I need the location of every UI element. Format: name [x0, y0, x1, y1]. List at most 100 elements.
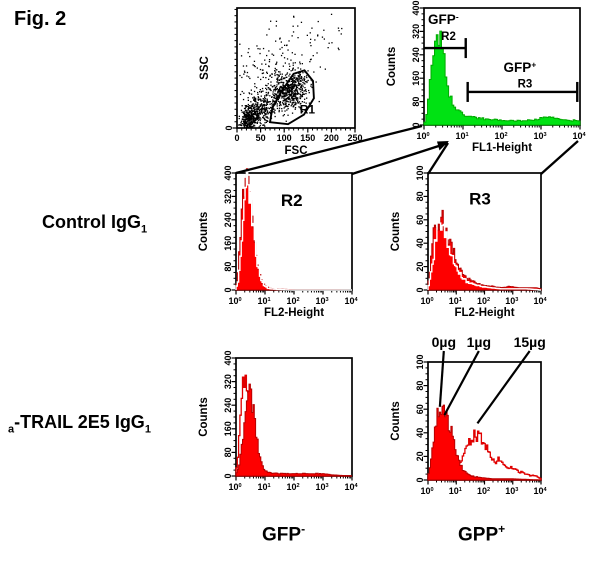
- svg-text:150: 150: [300, 133, 315, 143]
- annotation-text: R2: [441, 31, 456, 43]
- dose-label: 15µg: [514, 334, 546, 350]
- scatter-points: [238, 13, 343, 129]
- annotation-text: 104: [572, 131, 586, 141]
- y-axis-label: Counts: [198, 212, 210, 252]
- svg-text:240: 240: [223, 398, 233, 413]
- annotation-text: 104: [533, 296, 547, 306]
- svg-text:320: 320: [223, 374, 233, 389]
- x-axis-label: FL1-Height: [472, 142, 532, 154]
- svg-text:80: 80: [415, 191, 425, 201]
- svg-text:80: 80: [415, 381, 425, 391]
- annotation-text: 104: [344, 296, 358, 306]
- panel-fl1-gfp-histogram: 100 101 102 103 104 0 80 160 240 320 400 FL1-Height…: [383, 0, 600, 160]
- annotation-text: 101: [455, 131, 468, 141]
- svg-text:60: 60: [415, 404, 425, 414]
- y-axis: 0: [224, 8, 237, 131]
- svg-text:40: 40: [415, 428, 425, 438]
- svg-text:400: 400: [411, 0, 421, 15]
- svg-text:0: 0: [415, 477, 425, 482]
- svg-text:0: 0: [223, 473, 233, 478]
- histogram-overlay-line: [427, 214, 541, 291]
- x-axis: 100 101 102 103 104: [420, 290, 547, 306]
- row3-sub: 1: [144, 423, 151, 436]
- annotation-text: R3: [518, 79, 533, 91]
- panel-trail-gfpneg: 100 101 102 103 104 0 80 160 240 320 400 Counts: [190, 346, 375, 496]
- annotation-text: 100: [420, 296, 433, 306]
- y-axis-label: Counts: [390, 212, 402, 252]
- svg-text:80: 80: [411, 97, 421, 107]
- fl1-gfp-histogram-plot: 100 101 102 103 104 0 80 160 240 320 400 FL1-Height…: [386, 0, 586, 154]
- annotation-text: 102: [494, 131, 507, 141]
- annotation-text: 100: [228, 482, 241, 492]
- figure-label: Fig. 2: [14, 8, 67, 30]
- dose-leader-line: [443, 350, 480, 416]
- svg-text:100: 100: [277, 133, 292, 143]
- svg-text:80: 80: [223, 447, 233, 457]
- column-label-gfp-negative: GFP-: [262, 522, 305, 546]
- y-axis: 0 20 40 60 80 100: [415, 354, 428, 483]
- x-axis: 100 101 102 103 104: [416, 125, 586, 141]
- y-axis-label: Counts: [390, 401, 402, 441]
- col-left-sup: -: [301, 522, 306, 536]
- annotation-text: 100: [416, 131, 429, 141]
- annotation-text: 100: [228, 296, 241, 306]
- y-axis: 0 80 160 240 320 400: [411, 0, 424, 128]
- y-axis: 0 80 160 240 320 400: [223, 165, 236, 293]
- control-gfpneg-histogram-plot: 100 101 102 103 104 0 80 160 240 320 400 FL2-Height…: [198, 165, 358, 319]
- histogram-overlay-line: [235, 170, 352, 291]
- y-axis: 0 20 40 60 80 100: [415, 165, 428, 293]
- svg-text:160: 160: [223, 421, 233, 436]
- row-label-atrail-igg1: a-TRAIL 2E5 IgG1: [8, 412, 151, 436]
- row2-sub: 1: [140, 223, 148, 236]
- svg-text:40: 40: [415, 238, 425, 248]
- dose-leader-line: [438, 350, 445, 407]
- control-gfppos-histogram-plot: 100 101 102 103 104 0 20 40 60 80 100 FL2-Height Cou…: [390, 165, 547, 319]
- col-left-main: GFP: [262, 524, 302, 546]
- svg-text:0: 0: [411, 122, 421, 127]
- dose-label: 1µg: [467, 334, 491, 350]
- svg-text:160: 160: [223, 236, 233, 251]
- svg-text:320: 320: [223, 189, 233, 204]
- svg-text:400: 400: [223, 350, 233, 365]
- svg-text:0: 0: [224, 125, 234, 130]
- svg-text:160: 160: [411, 71, 421, 86]
- panel-trail-gfppos: 100 101 102 103 104 0 20 40 60 80 100 Counts 0µg 1µg 1…: [383, 325, 558, 497]
- panel-control-gfpneg: 100 101 102 103 104 0 80 160 240 320 400 FL2-Height…: [190, 163, 375, 327]
- fsc-ssc-scatter-plot: 0 50 100 150 200 250 0 FSC SSC R1: [199, 7, 363, 157]
- trail-gfpneg-histogram-plot: 100 101 102 103 104 0 80 160 240 320 400 Counts: [198, 350, 358, 492]
- x-axis-label: FL2-Height: [264, 307, 324, 319]
- column-label-gfp-positive: GPP+: [458, 522, 505, 546]
- histogram-filled: [235, 383, 352, 477]
- x-axis: 100 101 102 103 104: [420, 480, 547, 496]
- annotation-text: R3: [469, 190, 491, 209]
- row2-main: Control IgG: [42, 212, 141, 232]
- annotation-text: 104: [533, 486, 547, 496]
- svg-text:0: 0: [223, 287, 233, 292]
- row3-presub: a: [8, 423, 15, 436]
- svg-text:400: 400: [223, 165, 233, 180]
- x-axis-label: FL2-Height: [454, 307, 514, 319]
- annotation-text: GFP-: [428, 12, 459, 27]
- annotation-text: 101: [257, 482, 270, 492]
- svg-text:20: 20: [415, 451, 425, 461]
- histogram-filled: [423, 30, 581, 126]
- svg-text:320: 320: [411, 24, 421, 39]
- y-axis: 0 80 160 240 320 400: [223, 350, 236, 479]
- annotation-text: 102: [477, 486, 490, 496]
- svg-text:80: 80: [223, 262, 233, 272]
- col-right-main: GPP: [458, 524, 499, 546]
- col-right-sup: +: [498, 522, 506, 536]
- gate-marker-r2: [424, 38, 467, 59]
- x-axis: 100 101 102 103 104: [228, 476, 358, 492]
- svg-text:240: 240: [411, 47, 421, 62]
- y-axis-label: SSC: [199, 56, 211, 80]
- svg-text:60: 60: [415, 215, 425, 225]
- annotation-text: 104: [344, 482, 358, 492]
- annotation-text: GFP+: [504, 59, 537, 74]
- annotation-text: 102: [286, 482, 299, 492]
- annotation-text: 100: [420, 486, 433, 496]
- annotation-text: 103: [533, 131, 546, 141]
- y-axis-label: Counts: [386, 47, 398, 87]
- dose-label: 0µg: [432, 334, 456, 350]
